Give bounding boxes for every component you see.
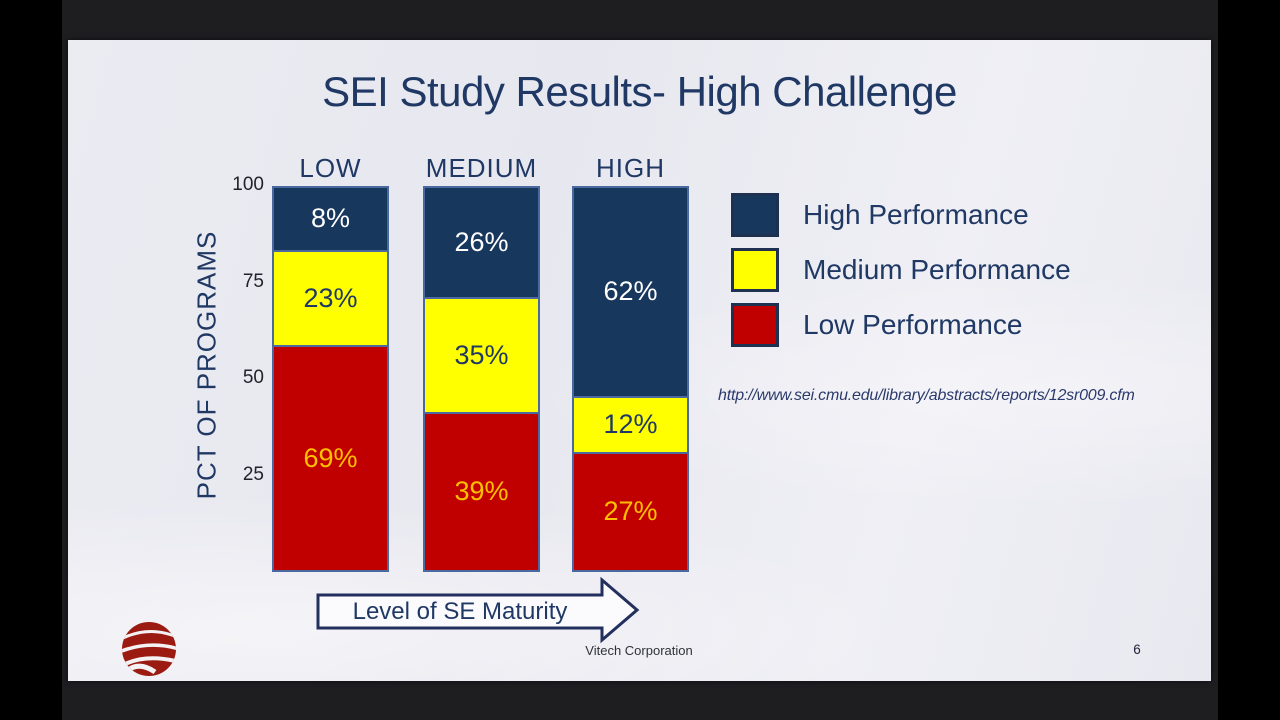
bar-segment-value: 39%	[454, 476, 509, 507]
slide-title: SEI Study Results- High Challenge	[322, 68, 957, 115]
source-url-link[interactable]: http://www.sei.cmu.edu/library/abstracts…	[718, 387, 1135, 404]
stacked-bar-low: 8% 23% 69%	[272, 186, 389, 572]
presentation-stage: SEI Study Results- High Challenge PCT OF…	[62, 0, 1218, 720]
category-label-high: HIGH	[596, 153, 665, 183]
y-axis-tick-label: 75	[242, 270, 264, 292]
bar-segment-value: 26%	[454, 226, 509, 257]
slide-area[interactable]: SEI Study Results- High Challenge PCT OF…	[68, 40, 1211, 681]
bar-segment: 62%	[574, 188, 687, 396]
maturity-arrow-label: Level of SE Maturity	[353, 598, 568, 625]
legend-label: Medium Performance	[803, 254, 1071, 285]
legend-item-high-performance: High Performance	[731, 193, 1071, 237]
bar-segment-value: 12%	[603, 409, 658, 440]
slide-page-number: 6	[1133, 642, 1141, 657]
bar-segment-value: 35%	[454, 339, 509, 370]
y-axis-tick-label: 25	[242, 463, 264, 485]
legend-swatch-navy	[731, 193, 779, 237]
stacked-bar-medium: 26% 35% 39%	[423, 186, 540, 572]
footer-company-name: Vitech Corporation	[585, 643, 693, 658]
legend-item-low-performance: Low Performance	[731, 303, 1071, 347]
bar-segment-value: 27%	[603, 496, 658, 527]
bar-segment: 12%	[574, 395, 687, 452]
bar-segment: 8%	[274, 188, 387, 250]
maturity-arrow: Level of SE Maturity	[316, 576, 640, 644]
bar-segment-value: 62%	[603, 276, 658, 307]
bar-segment-value: 8%	[310, 203, 351, 234]
stacked-bar-high: 62% 12% 27%	[572, 186, 689, 572]
bar-segment: 39%	[425, 411, 538, 570]
bar-segment-value: 23%	[303, 282, 358, 313]
legend-label: High Performance	[803, 199, 1029, 230]
vitech-globe-logo-icon	[122, 622, 176, 676]
chart-legend: High Performance Medium Performance Low …	[731, 193, 1071, 347]
bar-segment-value: 69%	[303, 442, 358, 473]
y-axis-tick-label: 50	[242, 366, 264, 388]
category-label-medium: MEDIUM	[425, 153, 538, 183]
bar-segment: 23%	[274, 249, 387, 345]
legend-swatch-yellow	[731, 248, 779, 292]
bar-segment: 26%	[425, 188, 538, 297]
category-label-low: LOW	[299, 153, 362, 183]
bar-segment: 69%	[274, 344, 387, 570]
legend-item-medium-performance: Medium Performance	[731, 248, 1071, 292]
y-axis-tick-label: 100	[232, 173, 264, 195]
bar-chart-plot: PCT OF PROGRAMS 8% 23% 69% LOW 26% 35% 39% MEDI…	[68, 40, 1211, 681]
legend-label: Low Performance	[803, 309, 1023, 340]
bar-segment: 35%	[425, 296, 538, 412]
bar-segment: 27%	[574, 451, 687, 570]
arrow-shape-icon	[316, 576, 640, 644]
legend-swatch-red	[731, 303, 779, 347]
